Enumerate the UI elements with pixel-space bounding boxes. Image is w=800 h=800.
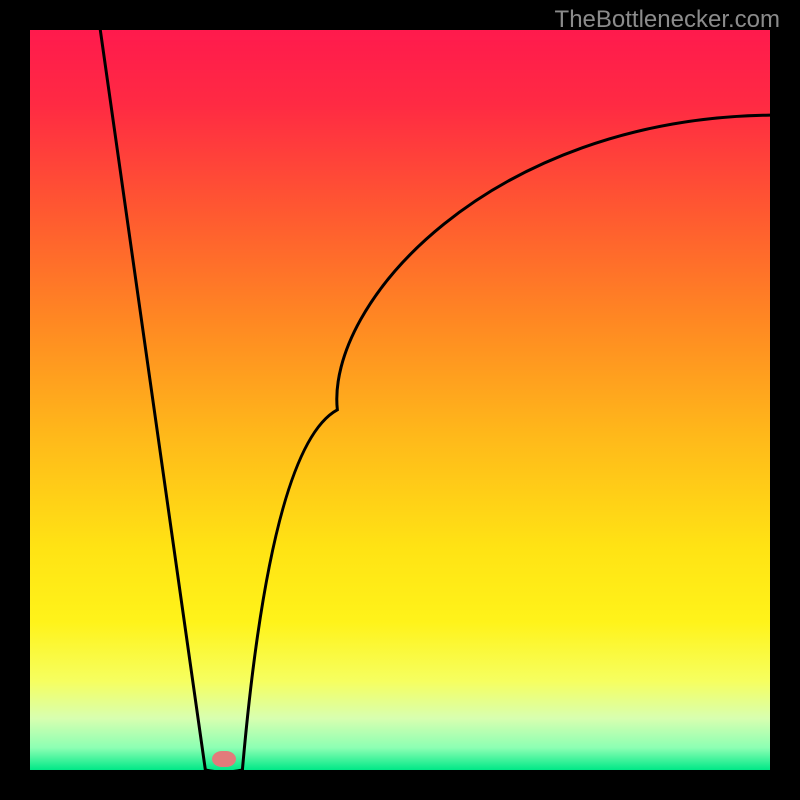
watermark-text: TheBottlenecker.com	[555, 6, 780, 34]
bottleneck-curve	[30, 30, 770, 770]
apex-marker	[212, 751, 236, 767]
chart-plot-area	[30, 30, 770, 770]
